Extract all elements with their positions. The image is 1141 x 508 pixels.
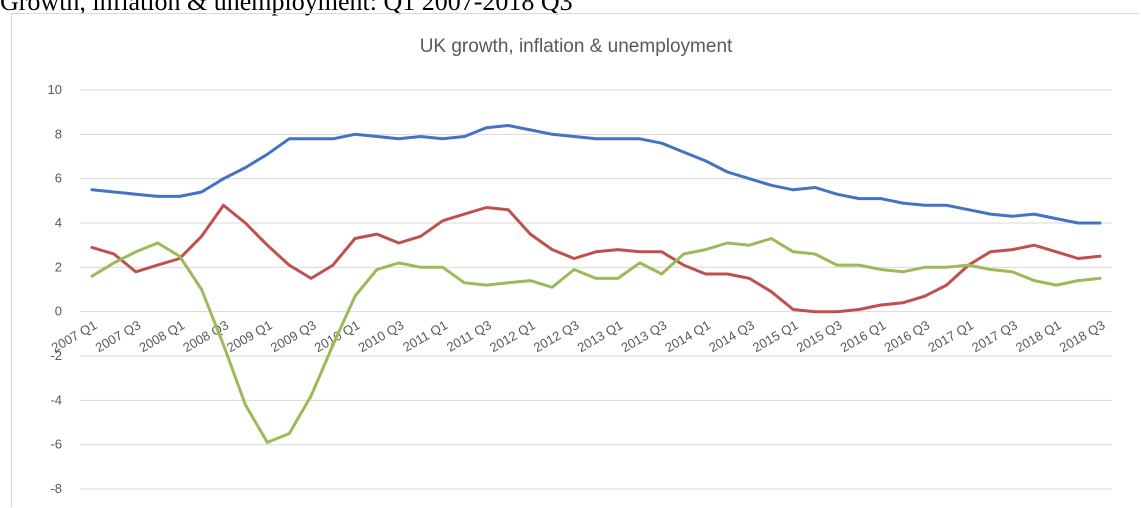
page-caption: Growth, inflation & unemployment: Q1 200…: [0, 0, 573, 16]
x-tick-label: 2016 Q3: [882, 317, 933, 355]
x-tick-label: 2009 Q1: [224, 317, 275, 355]
x-tick-label: 2012 Q3: [531, 317, 582, 355]
x-tick-label: 2011 Q3: [444, 317, 494, 354]
y-tick-label: -2: [50, 348, 62, 363]
x-tick-label: 2007 Q3: [93, 317, 144, 355]
x-tick-label: 2018 Q3: [1057, 317, 1108, 355]
y-tick-label: 8: [55, 126, 62, 141]
x-tick-label: 2018 Q1: [1013, 317, 1064, 355]
x-tick-label: 2014 Q1: [662, 317, 713, 355]
y-tick-label: -4: [50, 392, 62, 407]
y-tick-label: 10: [48, 82, 62, 97]
gridlines: [80, 89, 1112, 490]
y-tick-label: 6: [55, 171, 62, 186]
x-tick-label: 2008 Q3: [180, 317, 231, 355]
y-tick-label: -8: [50, 481, 62, 496]
series-line-1: [90, 124, 1102, 225]
chart-frame: UK growth, inflation & unemployment 10 8 6…: [11, 13, 1139, 507]
x-tick-label: 2013 Q1: [575, 317, 626, 355]
x-tick-label: 2016 Q1: [838, 317, 889, 355]
x-tick-label: 2017 Q3: [969, 317, 1020, 355]
x-tick-label: 2015 Q3: [794, 317, 845, 355]
x-tick-label: 2015 Q1: [750, 317, 801, 355]
x-tick-label: 2011 Q1: [400, 317, 450, 354]
series-line-2: [90, 203, 1102, 314]
x-tick-label: 2007 Q1: [49, 317, 100, 355]
line-chart: UK growth, inflation & unemployment 10 8 6…: [48, 36, 1112, 496]
y-tick-label: 0: [55, 304, 62, 319]
x-tick-label: 2013 Q3: [619, 317, 670, 355]
x-tick-label: 2014 Q3: [706, 317, 757, 355]
x-tick-label: 2010 Q3: [356, 317, 407, 355]
y-tick-label: -6: [50, 437, 62, 452]
y-tick-label: 2: [55, 259, 62, 274]
series-lines: [90, 124, 1102, 444]
x-tick-label: 2017 Q1: [925, 317, 976, 355]
x-tick-label: 2008 Q1: [136, 317, 187, 355]
y-tick-label: 4: [55, 215, 62, 230]
x-tick-label: 2012 Q1: [487, 317, 538, 355]
series-line-3: [90, 237, 1102, 444]
x-tick-label: 2009 Q3: [268, 317, 319, 355]
y-axis-ticks: 10 8 6 4 2 0 -2 -4 -6 -8: [48, 82, 62, 496]
chart-title: UK growth, inflation & unemployment: [420, 36, 733, 57]
